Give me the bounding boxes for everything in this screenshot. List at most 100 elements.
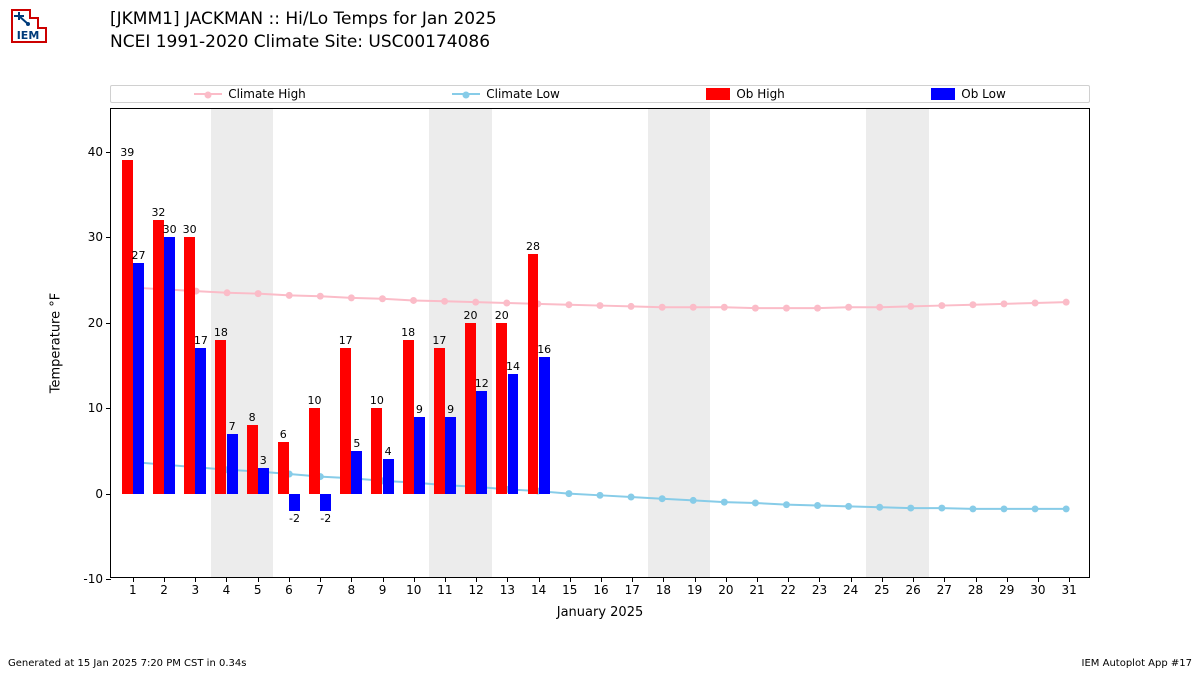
climate-high-marker [1001,300,1008,307]
x-tick-mark [695,577,696,582]
legend-swatch [931,88,955,100]
ob-low-bar-label: 9 [416,403,423,416]
climate-high-marker [348,294,355,301]
x-tick-mark [1069,577,1070,582]
legend: Climate HighClimate LowOb HighOb Low [110,85,1090,103]
x-tick-mark [133,577,134,582]
y-tick-label: 0 [73,487,103,501]
x-tick-label: 29 [999,583,1014,597]
climate-low-marker [969,505,976,512]
climate-low-marker [752,499,759,506]
climate-high-marker [597,302,604,309]
climate-high-marker [938,302,945,309]
x-tick-label: 7 [316,583,324,597]
x-tick-label: 3 [191,583,199,597]
ob-low-bar-label: 27 [131,249,145,262]
x-tick-label: 14 [531,583,546,597]
ob-low-bar-label: -2 [320,512,331,525]
x-tick-mark [1007,577,1008,582]
x-tick-mark [195,577,196,582]
legend-label: Climate Low [486,87,560,101]
x-axis-label: January 2025 [557,605,644,620]
x-tick-mark [289,577,290,582]
ob-high-bar [371,408,382,493]
ob-low-bar [351,451,362,494]
x-tick-mark [476,577,477,582]
x-tick-label: 9 [379,583,387,597]
x-tick-label: 21 [749,583,764,597]
legend-label: Ob Low [961,87,1006,101]
ob-low-bar [258,468,269,494]
title-line-2: NCEI 1991-2020 Climate Site: USC00174086 [110,31,497,54]
x-tick-mark [539,577,540,582]
x-tick-mark [788,577,789,582]
climate-high-marker [472,299,479,306]
y-tick-mark [106,323,111,324]
y-tick-mark [106,152,111,153]
climate-low-marker [907,505,914,512]
legend-item-ob-high: Ob High [706,87,784,101]
x-tick-label: 5 [254,583,262,597]
ob-high-bar-label: 18 [401,326,415,339]
footer-app: IEM Autoplot App #17 [1082,658,1192,669]
climate-low-marker [690,497,697,504]
x-tick-mark [351,577,352,582]
ob-high-bar [465,323,476,494]
x-tick-mark [164,577,165,582]
legend-swatch [706,88,730,100]
x-tick-label: 13 [500,583,515,597]
x-tick-label: 10 [406,583,421,597]
climate-high-marker [752,305,759,312]
climate-high-marker [845,304,852,311]
chart-plot-area: -100102030401234567891011121314151617181… [110,108,1090,578]
ob-high-bar [278,442,289,493]
legend-item-ob-low: Ob Low [931,87,1006,101]
x-tick-mark [819,577,820,582]
ob-low-bar-label: 16 [537,343,551,356]
x-tick-label: 19 [687,583,702,597]
climate-high-marker [441,298,448,305]
ob-high-bar-label: 32 [151,206,165,219]
ob-high-bar-label: 17 [432,334,446,347]
climate-high-marker [255,290,262,297]
climate-high-marker [690,304,697,311]
x-tick-label: 16 [593,583,608,597]
x-tick-label: 22 [781,583,796,597]
climate-high-marker [410,297,417,304]
x-tick-mark [851,577,852,582]
climate-low-marker [597,492,604,499]
climate-high-marker [814,305,821,312]
ob-high-bar-label: 39 [120,146,134,159]
legend-swatch [194,93,222,95]
ob-high-bar [215,340,226,494]
climate-low-marker [876,504,883,511]
climate-high-marker [379,295,386,302]
x-tick-label: 30 [1030,583,1045,597]
climate-high-marker [1063,299,1070,306]
ob-low-bar [227,434,238,494]
y-tick-label: 10 [73,401,103,415]
ob-high-bar [496,323,507,494]
y-tick-label: -10 [73,572,103,586]
climate-low-line [134,462,1066,509]
climate-low-marker [845,503,852,510]
x-tick-label: 28 [968,583,983,597]
legend-swatch [452,93,480,95]
x-tick-label: 23 [812,583,827,597]
x-tick-label: 6 [285,583,293,597]
y-tick-label: 20 [73,316,103,330]
ob-low-bar [383,459,394,493]
x-tick-mark [632,577,633,582]
x-tick-mark [976,577,977,582]
ob-low-bar [508,374,519,494]
climate-high-marker [224,289,231,296]
x-tick-label: 18 [656,583,671,597]
ob-low-bar [289,494,300,511]
ob-low-bar [476,391,487,494]
y-tick-label: 30 [73,230,103,244]
climate-high-marker [783,305,790,312]
x-tick-mark [570,577,571,582]
ob-low-bar [445,417,456,494]
x-tick-mark [757,577,758,582]
x-tick-mark [882,577,883,582]
